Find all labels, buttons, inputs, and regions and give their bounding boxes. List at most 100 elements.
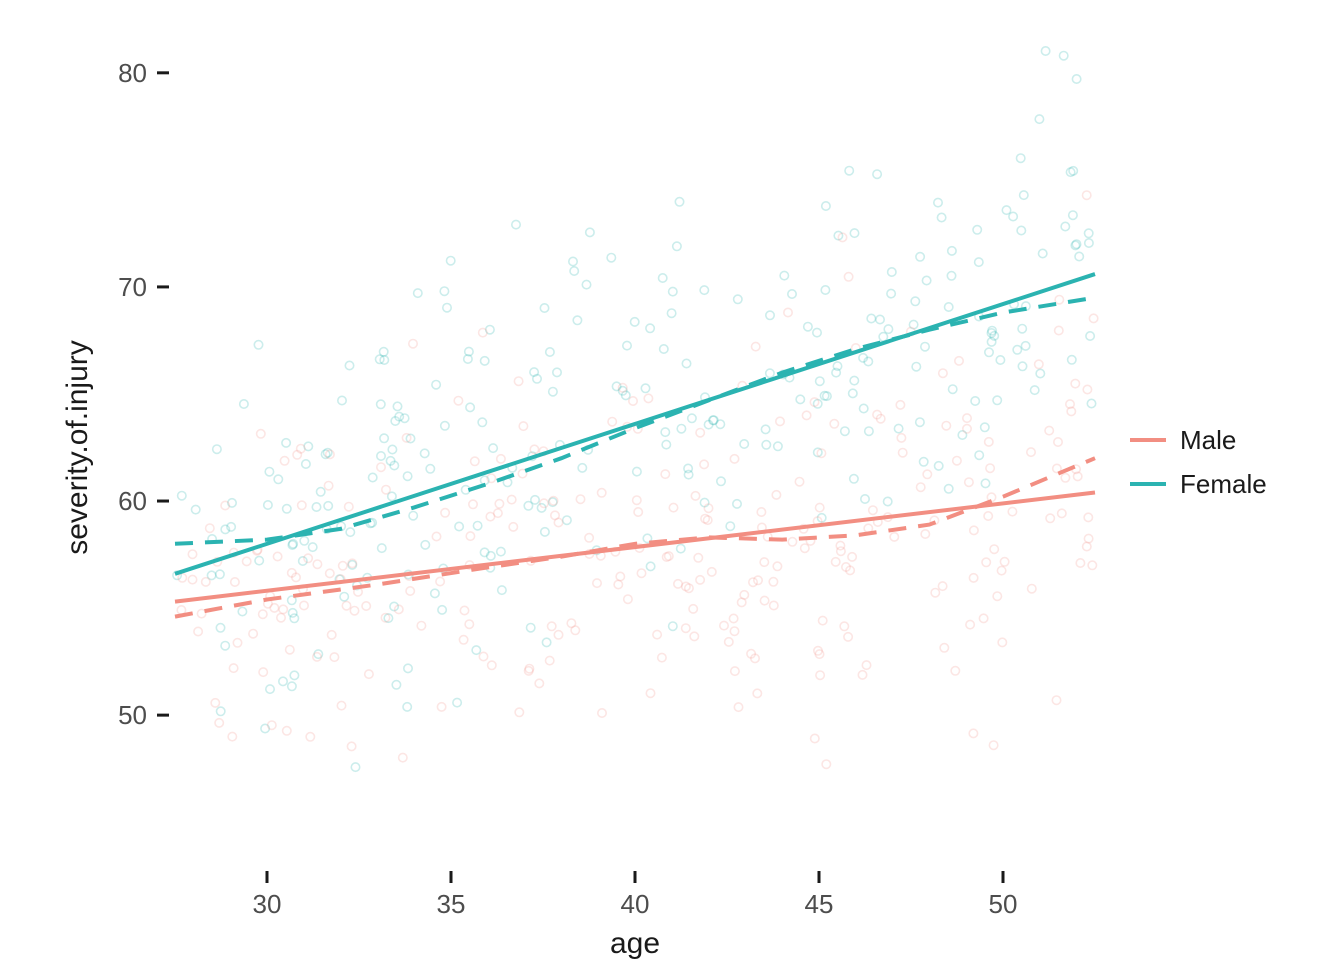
female-point bbox=[441, 422, 449, 430]
female-point bbox=[421, 541, 429, 549]
male-point bbox=[653, 630, 661, 638]
male-point bbox=[326, 569, 334, 577]
male-point bbox=[459, 636, 467, 644]
male-dashed-line bbox=[175, 458, 1095, 616]
male-point bbox=[362, 602, 370, 610]
male-point bbox=[1089, 314, 1097, 322]
male-point bbox=[300, 601, 308, 609]
female-point bbox=[404, 664, 412, 672]
female-point bbox=[254, 341, 262, 349]
male-point bbox=[788, 538, 796, 546]
male-point bbox=[202, 578, 210, 586]
legend-label-male: Male bbox=[1180, 425, 1236, 455]
female-point bbox=[1018, 325, 1026, 333]
female-point bbox=[916, 418, 924, 426]
female-point bbox=[684, 470, 692, 478]
female-point bbox=[221, 642, 229, 650]
female-point bbox=[1068, 356, 1076, 364]
male-point bbox=[701, 515, 709, 523]
female-point bbox=[661, 428, 669, 436]
male-point bbox=[979, 614, 987, 622]
female-point bbox=[393, 402, 401, 410]
male-point bbox=[508, 495, 516, 503]
male-point bbox=[940, 644, 948, 652]
male-point bbox=[802, 411, 810, 419]
male-point bbox=[1083, 542, 1091, 550]
male-point bbox=[795, 478, 803, 486]
female-point bbox=[821, 286, 829, 294]
female-point bbox=[338, 396, 346, 404]
male-point bbox=[233, 639, 241, 647]
male-point bbox=[268, 721, 276, 729]
male-point bbox=[350, 607, 358, 615]
female-point bbox=[403, 472, 411, 480]
female-point bbox=[432, 381, 440, 389]
male-point bbox=[178, 574, 186, 582]
male-point bbox=[382, 486, 390, 494]
male-point bbox=[1045, 426, 1053, 434]
male-point bbox=[984, 512, 992, 520]
female-point bbox=[283, 505, 291, 513]
male-point bbox=[832, 558, 840, 566]
male-point bbox=[801, 544, 809, 552]
male-point bbox=[917, 483, 925, 491]
female-point bbox=[546, 348, 554, 356]
male-point bbox=[497, 455, 505, 463]
male-point bbox=[1000, 558, 1008, 566]
female-point bbox=[981, 479, 989, 487]
female-point bbox=[947, 272, 955, 280]
female-point bbox=[876, 315, 884, 323]
female-point bbox=[290, 671, 298, 679]
female-point bbox=[1087, 399, 1095, 407]
female-point bbox=[660, 345, 668, 353]
male-point bbox=[347, 742, 355, 750]
male-point bbox=[931, 589, 939, 597]
female-point bbox=[734, 295, 742, 303]
female-point bbox=[659, 274, 667, 282]
female-point bbox=[780, 271, 788, 279]
male-point bbox=[624, 595, 632, 603]
female-point bbox=[541, 528, 549, 536]
female-point bbox=[1039, 249, 1047, 257]
male-point bbox=[598, 709, 606, 717]
male-point bbox=[330, 653, 338, 661]
female-point bbox=[569, 257, 577, 265]
male-point bbox=[229, 664, 237, 672]
male-point bbox=[836, 541, 844, 549]
male-point bbox=[1055, 296, 1063, 304]
female-point bbox=[409, 512, 417, 520]
male-point bbox=[955, 357, 963, 365]
female-point bbox=[1061, 222, 1069, 230]
female-point bbox=[884, 497, 892, 505]
male-point bbox=[760, 558, 768, 566]
male-point bbox=[277, 614, 285, 622]
male-point bbox=[535, 679, 543, 687]
female-point bbox=[1041, 47, 1049, 55]
male-point bbox=[436, 577, 444, 585]
female-point bbox=[677, 544, 685, 552]
male-point bbox=[454, 397, 462, 405]
x-tick-label: 30 bbox=[253, 889, 282, 919]
female-point bbox=[788, 290, 796, 298]
female-point bbox=[912, 363, 920, 371]
legend: MaleFemale bbox=[1130, 425, 1267, 499]
female-point bbox=[1009, 212, 1017, 220]
female-point bbox=[1017, 154, 1025, 162]
female-point bbox=[586, 228, 594, 236]
female-point bbox=[673, 242, 681, 250]
male-point bbox=[822, 760, 830, 768]
female-point bbox=[324, 502, 332, 510]
female-point bbox=[688, 414, 696, 422]
female-point bbox=[512, 220, 520, 228]
female-point bbox=[717, 477, 725, 485]
female-point bbox=[865, 427, 873, 435]
female-point bbox=[971, 397, 979, 405]
female-point bbox=[920, 458, 928, 466]
male-point bbox=[897, 434, 905, 442]
male-point bbox=[188, 550, 196, 558]
male-point bbox=[725, 638, 733, 646]
male-point bbox=[691, 492, 699, 500]
male-point bbox=[769, 578, 777, 586]
male-point bbox=[844, 633, 852, 641]
male-point bbox=[249, 630, 257, 638]
